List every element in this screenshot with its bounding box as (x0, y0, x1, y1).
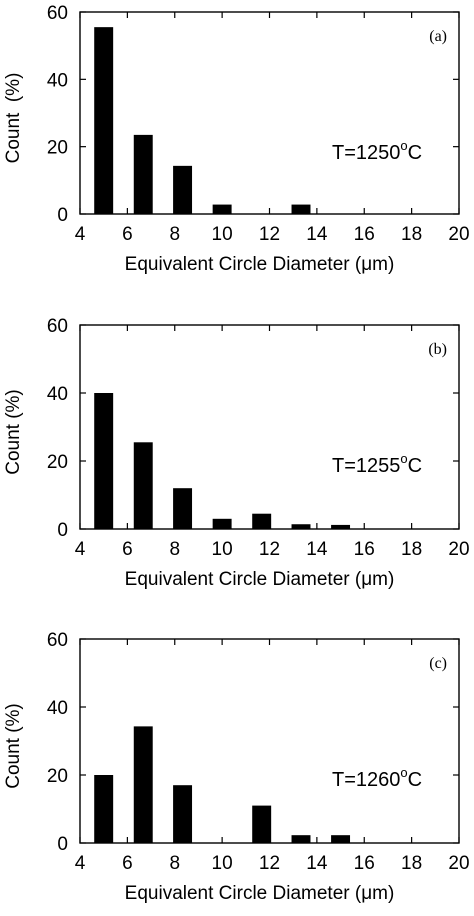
y-tick-label: 60 (47, 630, 68, 651)
x-tick-label: 14 (306, 539, 328, 560)
y-tick-label: 0 (57, 205, 68, 226)
x-tick-label: 14 (306, 224, 328, 245)
x-tick-label: 4 (75, 224, 86, 245)
x-tick-label: 8 (169, 224, 180, 245)
x-tick-label: 18 (401, 224, 422, 245)
temperature-value: T=1250 (332, 142, 400, 164)
y-tick-label: 60 (47, 3, 68, 24)
x-tick-label: 20 (448, 224, 469, 245)
degree-superscript: o (400, 138, 407, 153)
y-tick-label: 20 (47, 766, 68, 787)
x-tick-label: 16 (354, 853, 375, 874)
panel-label: (a) (429, 28, 447, 45)
x-tick-label: 4 (75, 539, 86, 560)
y-tick-label: 20 (47, 452, 68, 473)
bar (133, 726, 153, 843)
panel-label: (b) (428, 341, 447, 358)
y-tick-label: 40 (47, 698, 68, 719)
y-tick-label: 60 (47, 316, 68, 337)
y-axis-title: Count (%) (3, 703, 24, 789)
temperature-annotation: T=1255oC (332, 451, 422, 477)
y-tick-label: 40 (47, 384, 68, 405)
y-tick-label: 0 (57, 520, 68, 541)
x-axis-title: Equivalent Circle Diameter (μm) (125, 569, 395, 590)
temperature-value: T=1260 (332, 769, 400, 791)
chart-panel-b: 4 6 8 10 12 14 16 18 20 0 20 40 60 Equivalent Circle … (3, 316, 470, 590)
bar (252, 805, 272, 843)
y-axis-title: Count (%) (3, 389, 24, 475)
bar (133, 442, 153, 529)
x-tick-label: 20 (448, 853, 469, 874)
temperature-value: T=1255 (332, 455, 400, 477)
bar (94, 27, 114, 215)
degree-superscript: o (400, 451, 407, 466)
x-tick-label: 12 (259, 853, 280, 874)
x-axis-title: Equivalent Circle Diameter (μm) (125, 883, 395, 904)
bar (94, 775, 114, 843)
chart-panel-a: 4 6 8 10 12 14 16 18 20 0 20 40 60 Equivalent Circle … (3, 3, 470, 275)
degree-superscript: o (400, 765, 407, 780)
x-tick-label: 14 (306, 853, 328, 874)
y-tick-label: 20 (47, 138, 68, 159)
chart-panel-c: 4 6 8 10 12 14 16 18 20 0 20 40 60 Equivalent Circle … (3, 630, 470, 904)
x-tick-label: 20 (448, 539, 469, 560)
x-tick-label: 6 (122, 539, 133, 560)
bar (291, 835, 311, 843)
x-tick-label: 4 (75, 853, 86, 874)
bar (173, 165, 193, 214)
y-tick-label: 40 (47, 70, 68, 91)
temperature-unit: C (408, 769, 422, 791)
bar (173, 785, 193, 843)
x-tick-label: 6 (122, 224, 133, 245)
temperature-unit: C (408, 142, 422, 164)
bar (133, 134, 153, 214)
x-tick-label: 12 (259, 224, 280, 245)
y-tick-label: 0 (57, 834, 68, 855)
x-tick-label: 18 (401, 539, 422, 560)
bar (291, 204, 311, 214)
bar (252, 513, 272, 529)
x-tick-label: 18 (401, 853, 422, 874)
x-tick-label: 10 (212, 224, 233, 245)
panel-label: (c) (429, 655, 447, 672)
x-tick-label: 12 (259, 539, 280, 560)
bar (94, 393, 114, 529)
x-tick-label: 10 (212, 539, 233, 560)
temperature-unit: C (408, 455, 422, 477)
bar (331, 835, 351, 843)
bar (291, 524, 311, 529)
x-tick-label: 10 (212, 853, 233, 874)
x-tick-label: 16 (354, 224, 375, 245)
x-tick-label: 8 (169, 539, 180, 560)
bar (331, 524, 351, 529)
y-axis-title: Count (%) (3, 73, 24, 164)
x-tick-label: 8 (169, 853, 180, 874)
temperature-annotation: T=1260oC (332, 765, 422, 791)
x-tick-label: 6 (122, 853, 133, 874)
temperature-annotation: T=1250oC (332, 138, 422, 164)
bar (173, 488, 193, 529)
x-axis-title: Equivalent Circle Diameter (μm) (125, 254, 395, 275)
x-tick-label: 16 (354, 539, 375, 560)
